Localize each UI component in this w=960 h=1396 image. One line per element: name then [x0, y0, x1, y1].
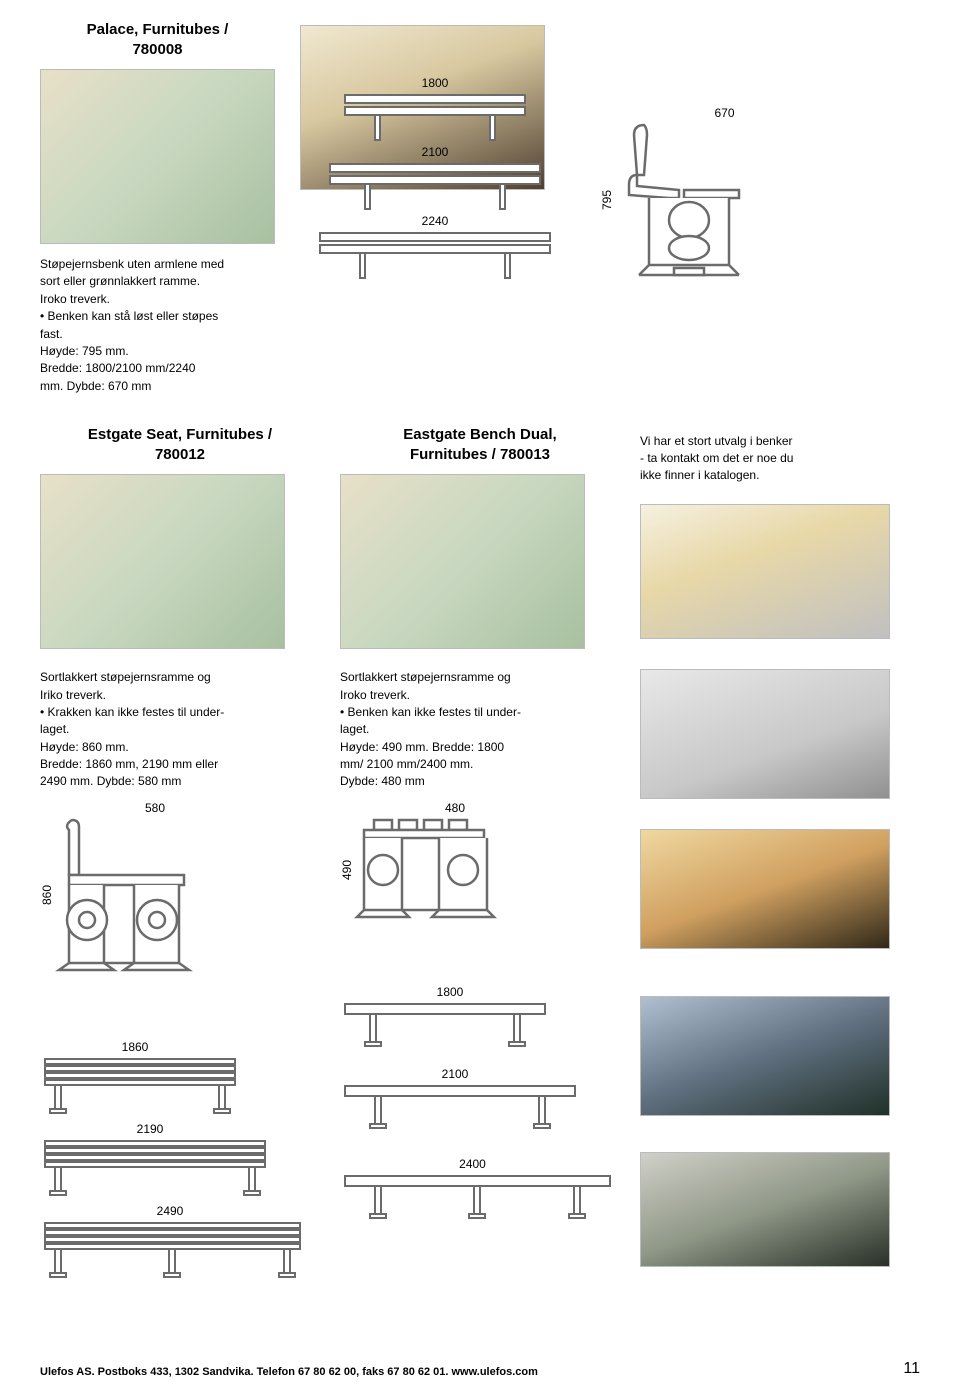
- eastgate-front-1800: [340, 999, 550, 1047]
- palace-side-diagram: [619, 120, 749, 280]
- eastgate-dim-2100: 2100: [340, 1067, 570, 1081]
- extra-bench-render-1: [640, 504, 890, 639]
- eastgate-description: Sortlakkert støpejernsramme og Iroko tre…: [340, 669, 620, 791]
- palace-dim-2100: 2100: [300, 145, 570, 159]
- estgate-dim-2190: 2190: [40, 1122, 260, 1136]
- palace-title-l2: 780008: [132, 41, 182, 58]
- estgate-front-2190: [40, 1136, 270, 1196]
- estgate-dim-2490: 2490: [40, 1204, 300, 1218]
- estgate-photo: [40, 474, 285, 649]
- eastgate-side-diagram: [354, 815, 504, 925]
- palace-top-1800-diagram: [340, 90, 530, 145]
- estgate-front-1860: [40, 1054, 240, 1114]
- eastgate-dim-1800: 1800: [350, 985, 550, 999]
- palace-top-2240-diagram: [315, 228, 555, 283]
- footer-text: Ulefos AS. Postboks 433, 1302 Sandvika. …: [40, 1366, 538, 1378]
- eastgate-front-2100: [340, 1081, 580, 1129]
- eastgate-dim-480: 480: [390, 801, 520, 815]
- estgate-dim-580: 580: [90, 801, 220, 815]
- eastgate-front-2400: [340, 1171, 615, 1219]
- palace-title-l1: Palace, Furnitubes /: [87, 21, 229, 38]
- eastgate-dim-490: 490: [340, 860, 354, 880]
- extra-bench-render-2: [640, 669, 890, 799]
- extra-bench-render-5: [640, 1152, 890, 1267]
- estgate-description: Sortlakkert støpejernsramme og Iriko tre…: [40, 669, 320, 791]
- eastgate-dim-2400: 2400: [340, 1157, 605, 1171]
- estgate-front-2490: [40, 1218, 305, 1278]
- catalog-note: Vi har et stort utvalg i benker - ta kon…: [640, 433, 900, 483]
- eastgate-photo: [340, 474, 585, 649]
- estgate-dim-860: 860: [40, 885, 54, 905]
- estgate-title: Estgate Seat, Furnitubes / 780012: [40, 425, 320, 464]
- estgate-dim-1860: 1860: [40, 1040, 230, 1054]
- palace-photo: [40, 69, 275, 244]
- page-number: 11: [903, 1360, 920, 1378]
- eastgate-title: Eastgate Bench Dual, Furnitubes / 780013: [340, 425, 620, 464]
- palace-top-2100-diagram: [325, 159, 545, 214]
- palace-dim-2240: 2240: [300, 214, 570, 228]
- palace-dim-670: 670: [700, 106, 749, 120]
- palace-description: Støpejernsbenk uten armlene med sort ell…: [40, 256, 275, 395]
- estgate-side-diagram: [54, 815, 194, 975]
- palace-dim-795: 795: [600, 190, 614, 210]
- palace-dim-1800: 1800: [300, 76, 570, 90]
- extra-bench-render-4: [640, 996, 890, 1116]
- extra-bench-render-3: [640, 829, 890, 949]
- palace-title: Palace, Furnitubes / 780008: [40, 20, 275, 59]
